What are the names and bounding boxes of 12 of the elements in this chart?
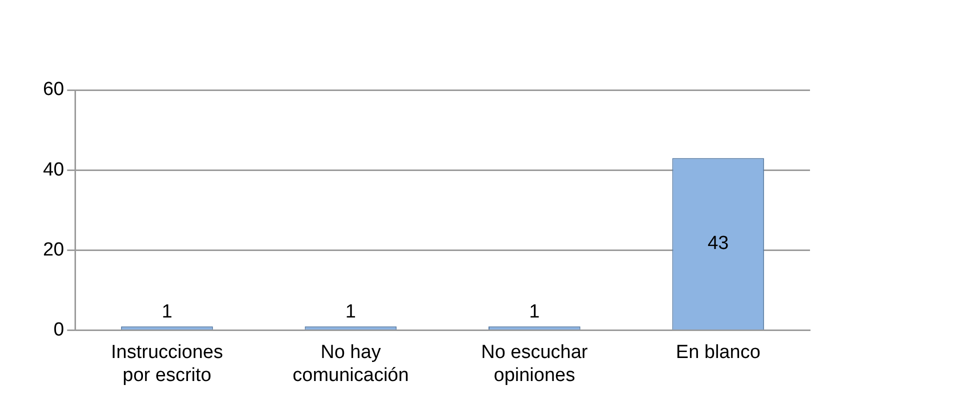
x-tick-label: En blanco [676, 342, 760, 364]
x-tick-label: No hay comunicación [292, 342, 409, 386]
data-label: 1 [345, 302, 356, 323]
x-tick-label: No escuchar opiniones [481, 342, 588, 386]
data-label: 43 [708, 233, 729, 254]
y-tick-label: 60 [42, 79, 64, 100]
x-tick-label: Instrucciones por escrito [111, 342, 223, 386]
data-label: 1 [529, 302, 540, 323]
y-tick-label: 0 [54, 320, 64, 341]
y-tick-label: 20 [42, 240, 64, 260]
data-label: 1 [162, 302, 172, 323]
y-tick-label: 40 [42, 159, 64, 180]
